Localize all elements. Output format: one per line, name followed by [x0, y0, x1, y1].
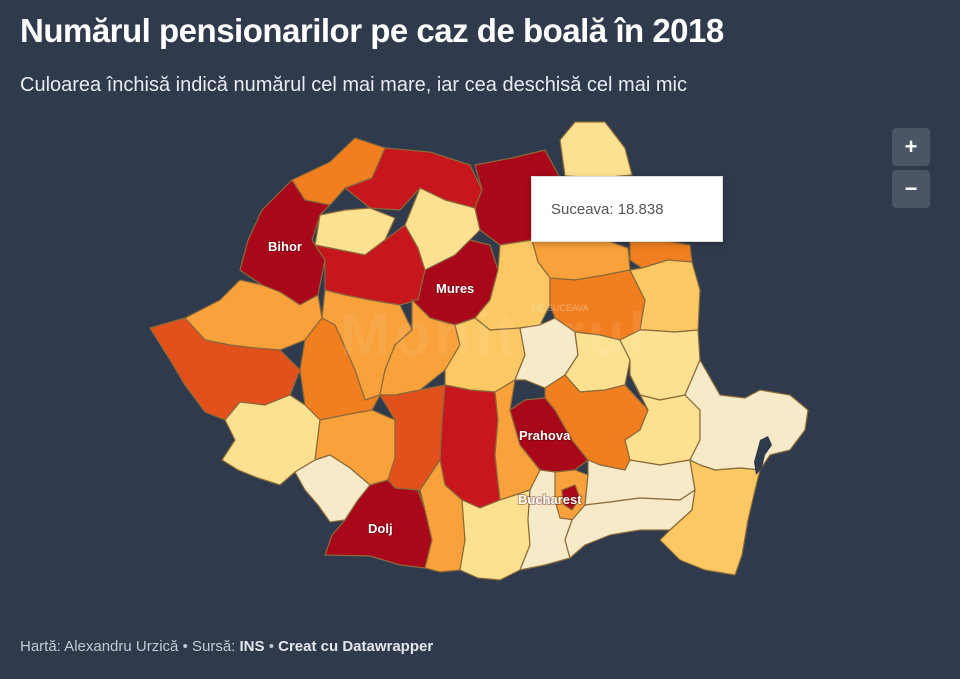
footer-separator: • [264, 638, 279, 655]
county-bucharest[interactable] [561, 484, 581, 511]
county-tulcea[interactable] [684, 359, 809, 471]
tooltip-text: Suceava: 18.838 [551, 200, 664, 218]
zoom-in-button[interactable]: + [892, 128, 930, 166]
zoom-controls: + − [892, 128, 930, 212]
danube-delta-water [754, 436, 772, 475]
zoom-out-button[interactable]: − [892, 170, 930, 208]
page-title: Numărul pensionarilor pe caz de boală în… [20, 12, 724, 49]
label-prahova: Prahova [519, 428, 571, 443]
watermark-subtitle: DE SUCEAVA [532, 303, 589, 313]
label-mures: Mures [436, 281, 474, 296]
label-bihor: Bihor [268, 239, 302, 254]
label-dolj: Dolj [368, 521, 393, 536]
footer-datawrapper-link[interactable]: Creat cu Datawrapper [278, 638, 434, 655]
county-caras-severin[interactable] [221, 394, 321, 486]
footer-source-link[interactable]: INS [239, 638, 265, 655]
footer-credits: Hartă: Alexandru Urzică • Sursă: INS • C… [20, 638, 433, 655]
label-bucharest: Bucharest [518, 492, 582, 507]
map-tooltip: Suceava: 18.838 [531, 176, 723, 242]
watermark: Monitorul [340, 301, 650, 368]
page-subtitle: Culoarea închisă indică numărul cel mai … [20, 74, 687, 96]
county-dolj[interactable] [324, 479, 433, 569]
county-hunedoara[interactable] [299, 317, 381, 421]
county-botosani[interactable] [559, 121, 633, 179]
county-harghita[interactable] [474, 239, 551, 331]
county-constanta[interactable] [659, 459, 761, 576]
footer-map-author: Hartă: Alexandru Urzică • Sursă: [20, 638, 240, 655]
county-calarasi[interactable] [564, 489, 696, 559]
